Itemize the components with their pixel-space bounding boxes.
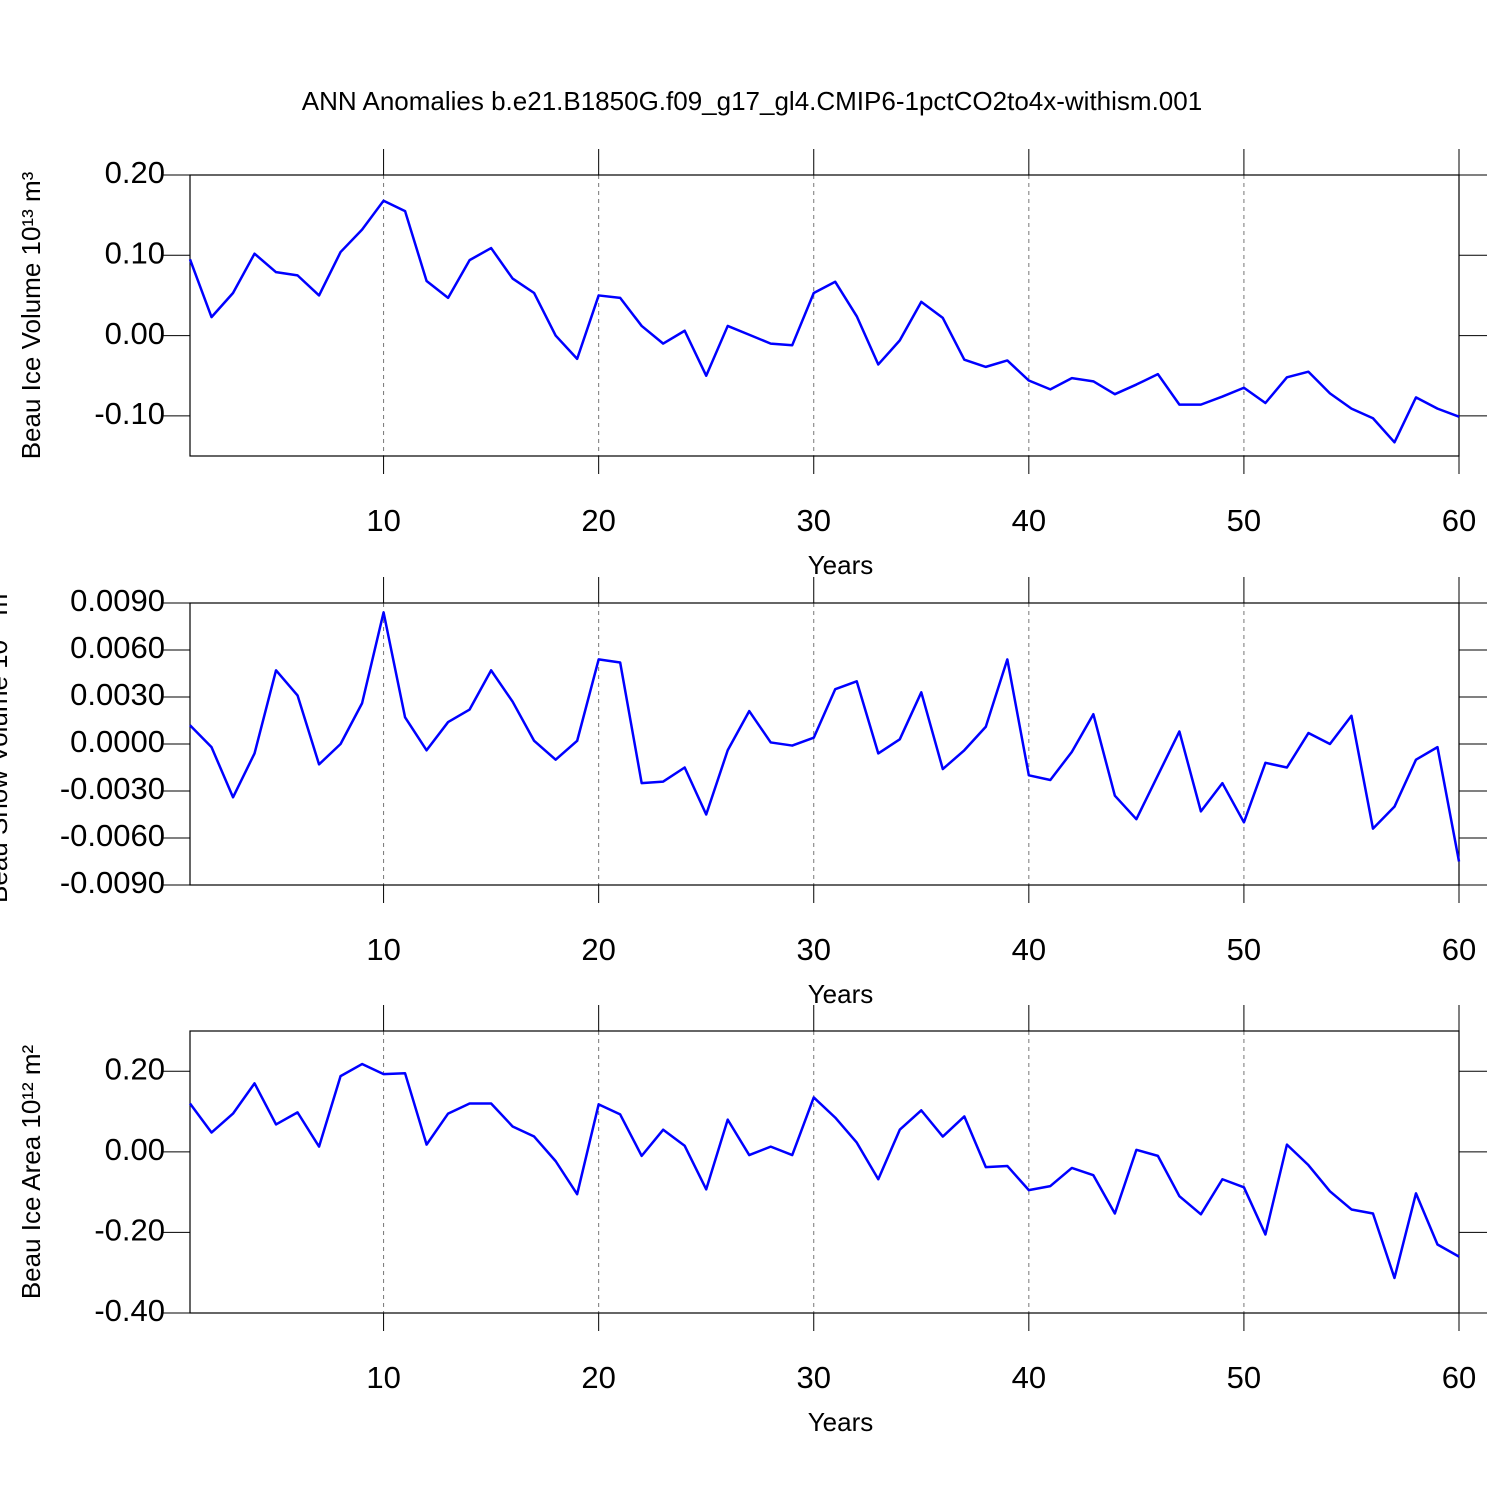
- y-tick-label: 0.00: [105, 316, 165, 351]
- x-tick-label: 10: [366, 932, 400, 967]
- x-tick-label: 20: [581, 932, 615, 967]
- y-tick-label: 0.20: [105, 1051, 165, 1086]
- x-tick-label: 60: [1442, 503, 1476, 538]
- x-tick-label: 50: [1227, 503, 1261, 538]
- x-tick-label: 20: [581, 503, 615, 538]
- x-tick-label: 50: [1227, 1360, 1261, 1395]
- y-tick-label: 0.0060: [70, 630, 165, 665]
- y-tick-label: -0.10: [94, 396, 165, 431]
- x-tick-label: 10: [366, 1360, 400, 1395]
- y-tick-label: -0.0090: [60, 865, 165, 900]
- plot-frame: [189, 602, 1460, 886]
- y-tick-label: -0.40: [94, 1293, 165, 1328]
- y-tick-label: -0.0060: [60, 818, 165, 853]
- x-tick-label: 20: [581, 1360, 615, 1395]
- x-tick-label: 30: [797, 503, 831, 538]
- y-tick-label: 0.10: [105, 235, 165, 270]
- plot-frame: [189, 1030, 1460, 1314]
- x-tick-label: 30: [797, 1360, 831, 1395]
- data-line: [188, 199, 1460, 444]
- x-axis-label: Years: [808, 1407, 874, 1437]
- data-line: [189, 611, 1461, 862]
- y-tick-label: 0.0000: [70, 724, 165, 759]
- x-tick-label: 60: [1442, 932, 1476, 967]
- y-tick-label: 0.0030: [70, 677, 165, 712]
- y-axis-label: Beau Ice Area 10¹² m²: [16, 1044, 46, 1299]
- data-line: [188, 1062, 1460, 1280]
- chart-title: ANN Anomalies b.e21.B1850G.f09_g17_gl4.C…: [302, 86, 1202, 116]
- x-tick-label: 60: [1442, 1360, 1476, 1395]
- y-tick-label: 0.20: [105, 155, 165, 190]
- y-tick-label: 0.00: [105, 1132, 165, 1167]
- x-tick-label: 30: [797, 932, 831, 967]
- x-tick-label: 40: [1012, 1360, 1046, 1395]
- x-axis-label: Years: [808, 550, 874, 580]
- y-tick-label: -0.0030: [60, 771, 165, 806]
- x-tick-label: 10: [366, 503, 400, 538]
- y-tick-label: -0.20: [94, 1213, 165, 1248]
- x-axis-label: Years: [808, 979, 874, 1009]
- x-tick-label: 40: [1012, 503, 1046, 538]
- x-tick-label: 40: [1012, 932, 1046, 967]
- y-axis-label: Beau Snow Volume 10¹³ m³: [0, 585, 13, 903]
- x-tick-label: 50: [1227, 932, 1261, 967]
- y-axis-label: Beau Ice Volume 10¹³ m³: [16, 171, 46, 459]
- y-tick-label: 0.0090: [70, 583, 165, 618]
- plot-frame: [189, 174, 1460, 457]
